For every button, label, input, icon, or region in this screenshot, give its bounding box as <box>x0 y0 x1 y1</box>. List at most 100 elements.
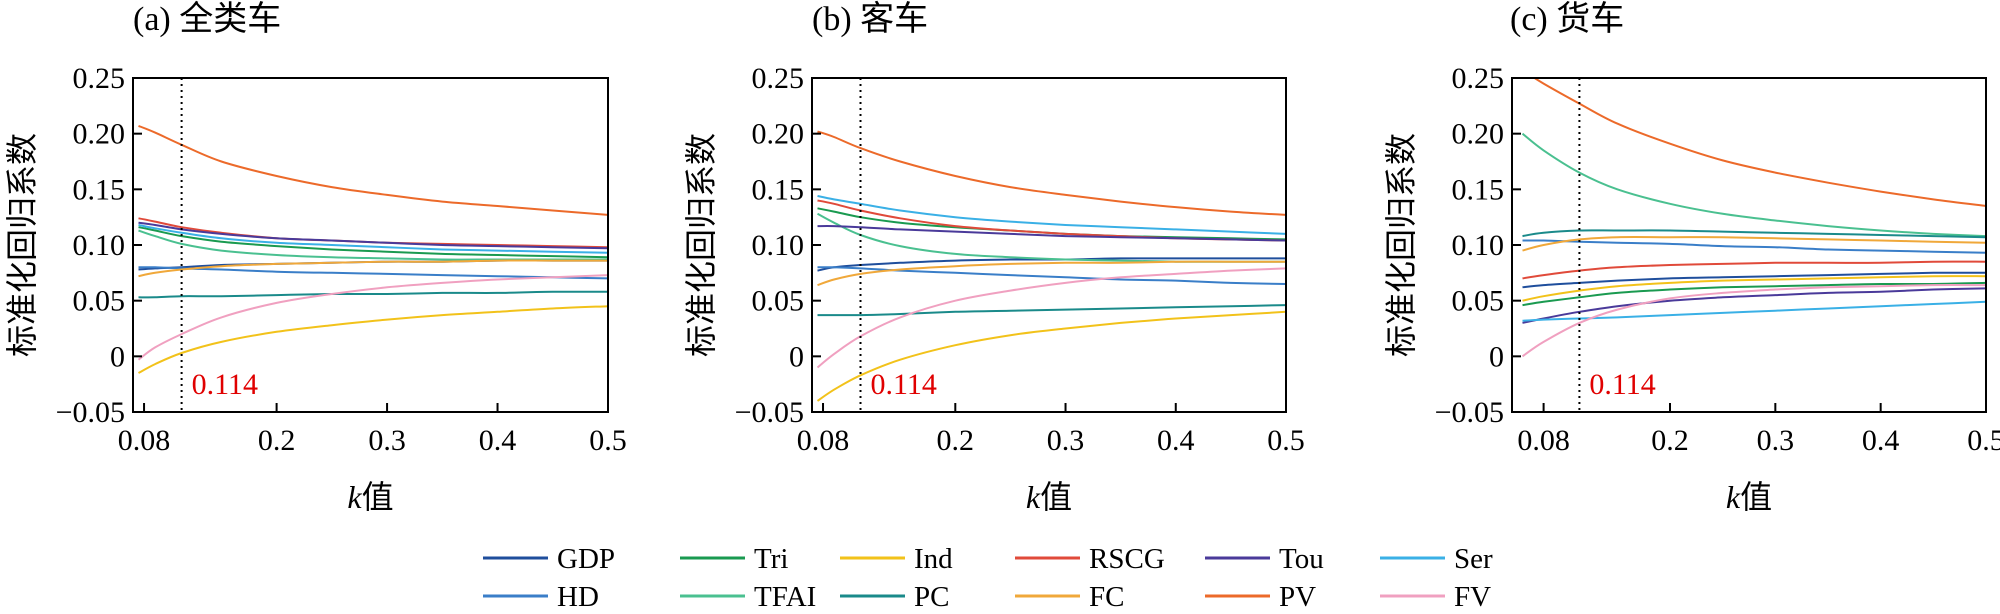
y-axis-label: 标准化回归系数 <box>1382 133 1420 357</box>
series-line-ser <box>817 195 1286 235</box>
y-tick-label: 0 <box>1489 340 1504 373</box>
y-tick-label: 0.10 <box>73 229 126 262</box>
series-lines <box>1521 78 1986 358</box>
chart-title: (c) 货车 <box>1510 0 1624 38</box>
legend-item-rscg: RSCG <box>1015 543 1165 575</box>
y-tick-label: 0.15 <box>73 173 126 206</box>
chart-panel-1: (a) 全类车 0.114 −0.05 0 0.05 0.10 0.15 0.20 0.25 0.… <box>3 0 627 516</box>
series-line-rscg <box>1522 260 1986 280</box>
legend-label: FC <box>1089 581 1124 613</box>
legend-label: TFAI <box>754 581 816 613</box>
legend-label: FV <box>1454 581 1491 613</box>
x-axis-label: k值 <box>1026 478 1072 516</box>
series-line-gdp <box>817 257 1286 272</box>
x-axis-label: k值 <box>1726 478 1772 516</box>
x-tick-label: 0.2 <box>1651 424 1689 457</box>
series-line-fc <box>1522 236 1986 252</box>
plot-frame <box>1511 77 1987 413</box>
y-tick-label: 0 <box>110 340 125 373</box>
chart-panel-2: (b) 客车 0.114 −0.05 0 0.05 0.10 0.15 0.20 0.25 0.0… <box>682 0 1305 516</box>
chart-title: (b) 客车 <box>812 0 928 38</box>
series-lines <box>137 124 608 374</box>
x-tick-label: 0.08 <box>118 424 171 457</box>
series-line-fv <box>816 267 1286 369</box>
y-tick-label: 0.05 <box>73 285 126 318</box>
series-line-pc <box>817 304 1286 317</box>
y-tick-label: 0.25 <box>1452 62 1505 95</box>
x-tick-label: 0.08 <box>1517 424 1570 457</box>
series-line-ind <box>816 310 1286 402</box>
x-tick-label: 0.5 <box>589 424 627 457</box>
series-line-tou <box>138 221 608 250</box>
legend: GDP Tri Ind RSCG Tou Ser HD TFAI PC FC PV FV <box>483 543 1493 613</box>
y-tick-label: 0.05 <box>1452 285 1505 318</box>
y-tick-label: 0.15 <box>752 173 805 206</box>
legend-item-fv: FV <box>1380 581 1491 613</box>
legend-label: GDP <box>557 543 615 575</box>
legend-label: HD <box>557 581 599 613</box>
series-line-ind <box>138 305 608 374</box>
legend-label: RSCG <box>1089 543 1165 575</box>
x-tick-label: 0.08 <box>797 424 850 457</box>
series-line-tou <box>1522 287 1986 324</box>
series-line-pv <box>138 124 608 216</box>
series-line-tou <box>817 225 1286 242</box>
chart-panel-3: (c) 货车 0.114 −0.05 0 0.05 0.10 0.15 0.20 0.25 0.0… <box>1382 0 2000 516</box>
y-tick-label: −0.05 <box>56 396 125 429</box>
series-line-tri <box>1522 281 1986 307</box>
series-line-tfai <box>1521 132 1986 238</box>
y-tick-label: 0.25 <box>73 62 126 95</box>
k-value-annotation: 0.114 <box>871 368 937 401</box>
x-tick-label: 0.3 <box>1757 424 1795 457</box>
series-line-ser <box>1522 300 1986 322</box>
legend-item-ser: Ser <box>1380 543 1493 575</box>
legend-label: PC <box>914 581 949 613</box>
y-tick-label: −0.05 <box>735 396 804 429</box>
series-line-ind <box>1522 275 1986 302</box>
plot-frame <box>811 77 1287 413</box>
legend-label: Ser <box>1454 543 1493 575</box>
series-line-pc <box>1522 229 1986 239</box>
y-tick-label: 0.05 <box>752 285 805 318</box>
legend-label: PV <box>1279 581 1316 613</box>
legend-label: Tou <box>1279 543 1324 575</box>
x-tick-label: 0.5 <box>1267 424 1305 457</box>
y-tick-label: 0.25 <box>752 62 805 95</box>
x-tick-label: 0.2 <box>258 424 296 457</box>
series-line-fv <box>137 274 608 361</box>
x-tick-label: 0.4 <box>1862 424 1900 457</box>
legend-item-tou: Tou <box>1205 543 1324 575</box>
legend-item-fc: FC <box>1015 581 1124 613</box>
legend-item-pc: PC <box>840 581 949 613</box>
k-value-annotation: 0.114 <box>1589 368 1655 401</box>
legend-label: Ind <box>914 543 953 575</box>
series-line-tfai <box>138 229 608 261</box>
series-line-ser <box>138 224 608 254</box>
legend-label: Tri <box>754 543 788 575</box>
legend-item-tri: Tri <box>680 543 788 575</box>
series-line-hd <box>138 266 608 280</box>
series-line-fc <box>138 259 608 278</box>
series-line-tri <box>138 226 608 259</box>
x-tick-label: 0.3 <box>1047 424 1085 457</box>
legend-item-hd: HD <box>483 581 599 613</box>
y-tick-label: 0.10 <box>752 229 805 262</box>
y-axis-label: 标准化回归系数 <box>3 133 41 357</box>
x-tick-label: 0.4 <box>479 424 517 457</box>
legend-item-gdp: GDP <box>483 543 615 575</box>
y-tick-label: 0.20 <box>73 118 126 151</box>
legend-item-ind: Ind <box>840 543 953 575</box>
series-line-pv <box>1532 78 1986 207</box>
y-tick-label: −0.05 <box>1435 396 1504 429</box>
y-tick-label: 0.10 <box>1452 229 1505 262</box>
series-line-fc <box>817 260 1286 287</box>
series-line-pv <box>817 130 1286 216</box>
x-tick-label: 0.5 <box>1967 424 2000 457</box>
y-tick-label: 0.15 <box>1452 173 1505 206</box>
x-tick-label: 0.2 <box>937 424 975 457</box>
chart-title: (a) 全类车 <box>133 0 281 38</box>
x-tick-label: 0.4 <box>1157 424 1195 457</box>
series-line-pc <box>138 290 608 299</box>
legend-item-tfai: TFAI <box>680 581 816 613</box>
